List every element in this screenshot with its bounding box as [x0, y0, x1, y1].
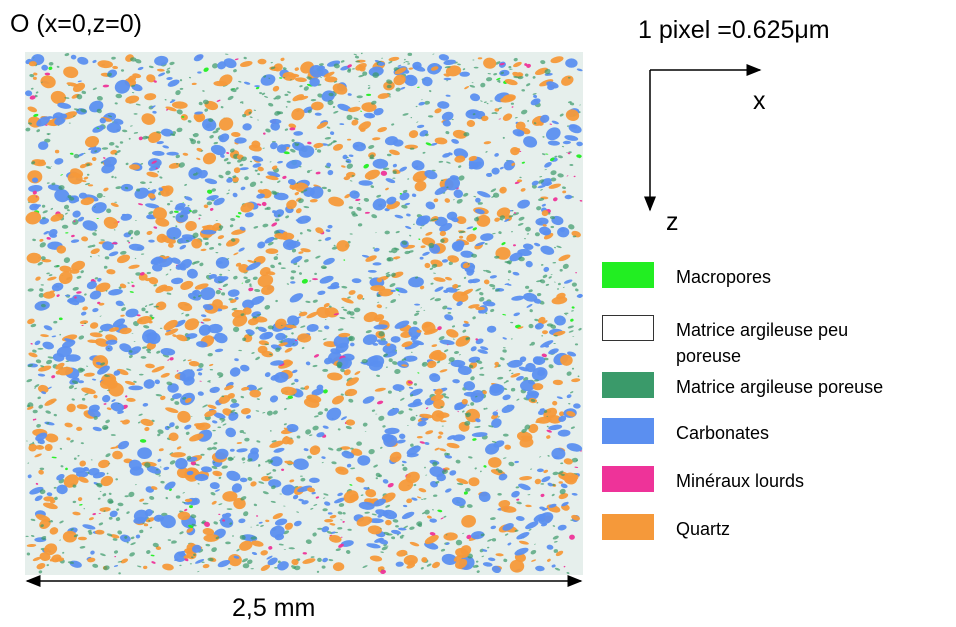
grain: [436, 412, 450, 418]
grain: [181, 116, 184, 118]
legend-label: Matrice argileuse poreuse: [676, 374, 956, 400]
grain: [178, 512, 191, 521]
figure: O (x=0,z=0) 1 pixel =0.625μm x z 2,5 mm …: [0, 0, 956, 627]
scale-label: 1 pixel =0.625μm: [638, 16, 830, 45]
legend-label: Macropores: [676, 264, 956, 290]
grain: [43, 496, 54, 501]
grain: [444, 78, 452, 81]
grain: [322, 369, 328, 372]
grain: [88, 184, 93, 186]
grain: [535, 232, 540, 236]
grain: [160, 328, 163, 329]
grain: [50, 234, 57, 238]
grain: [107, 379, 118, 389]
legend-label: Matrice argileuse peu poreuse: [676, 317, 916, 369]
legend-swatch: [602, 418, 654, 444]
legend-swatch: [602, 466, 654, 492]
grain: [551, 226, 555, 228]
grain: [408, 53, 413, 56]
z-label: z: [666, 208, 679, 237]
legend-swatch: [602, 262, 654, 288]
grain: [254, 85, 260, 87]
grain: [171, 543, 173, 544]
grain: [366, 94, 371, 96]
legend-label: Carbonates: [676, 420, 956, 446]
width-label: 2,5 mm: [232, 594, 315, 623]
grain: [150, 315, 153, 317]
grain: [497, 493, 501, 496]
grain: [370, 285, 385, 291]
grain: [407, 425, 409, 426]
grain: [170, 201, 173, 202]
grain: [475, 307, 485, 310]
grain: [112, 242, 118, 244]
origin-label: O (x=0,z=0): [10, 10, 142, 39]
grain: [511, 103, 514, 105]
grain: [114, 177, 116, 179]
legend-swatch: [602, 372, 654, 398]
legend-swatch: [602, 315, 654, 341]
grain: [284, 94, 288, 96]
grain: [176, 495, 181, 498]
x-label: x: [753, 87, 766, 116]
grain: [503, 137, 505, 139]
grain: [212, 430, 215, 431]
grain: [107, 377, 115, 380]
grain: [290, 281, 295, 284]
legend-label: Minéraux lourds: [676, 468, 956, 494]
grain: [475, 338, 478, 340]
grain: [128, 386, 143, 391]
legend-swatch: [602, 514, 654, 540]
legend-label: Quartz: [676, 516, 956, 542]
grain: [197, 71, 201, 73]
grain: [298, 265, 300, 267]
grain: [195, 474, 209, 481]
grain: [279, 262, 282, 264]
grain: [559, 481, 563, 483]
grain: [281, 469, 284, 471]
grain: [533, 356, 542, 364]
grain: [69, 197, 74, 201]
